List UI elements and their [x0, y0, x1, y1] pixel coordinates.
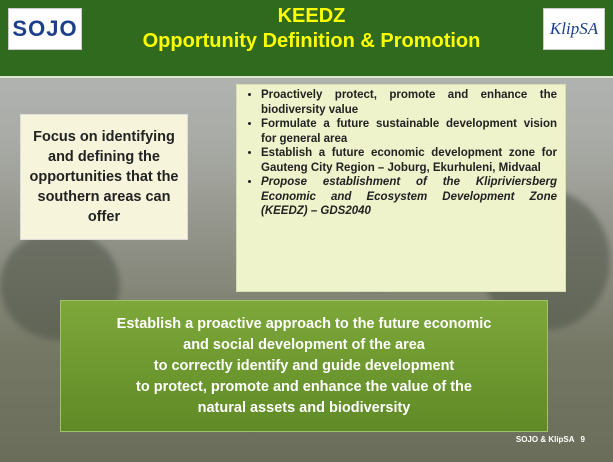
summary-line: natural assets and biodiversity — [61, 398, 547, 419]
footer-text: SOJO & KlipSA — [516, 435, 575, 444]
summary-box: Establish a proactive approach to the fu… — [60, 300, 548, 432]
bullet-item: Propose establishment of the Klipriviers… — [261, 175, 557, 219]
title-line: KEEDZ — [90, 4, 533, 29]
summary-line: Establish a proactive approach to the fu… — [61, 314, 547, 335]
slide-title: KEEDZ Opportunity Definition & Promotion — [90, 4, 533, 54]
summary-line: to protect, promote and enhance the valu… — [61, 377, 547, 398]
header: SOJO KEEDZ Opportunity Definition & Prom… — [0, 0, 613, 78]
slide: SOJO KEEDZ Opportunity Definition & Prom… — [0, 0, 613, 462]
summary-line: to correctly identify and guide developm… — [61, 356, 547, 377]
summary-line: and social development of the area — [61, 335, 547, 356]
bullet-list: Proactively protect, promote and enhance… — [247, 88, 557, 219]
focus-box: Focus on identifying and defining the op… — [20, 114, 188, 240]
bullet-box: Proactively protect, promote and enhance… — [236, 84, 566, 292]
page-number: 9 — [581, 435, 585, 444]
bullet-item: Proactively protect, promote and enhance… — [261, 88, 557, 117]
logo-right: KlipSA — [543, 8, 605, 50]
focus-text: Focus on identifying and defining the op… — [25, 127, 183, 227]
title-line: Opportunity Definition & Promotion — [90, 29, 533, 54]
bullet-item: Establish a future economic development … — [261, 146, 557, 175]
logo-left: SOJO — [8, 8, 82, 50]
footer: SOJO & KlipSA 9 — [510, 435, 585, 444]
bullet-item: Formulate a future sustainable developme… — [261, 117, 557, 146]
